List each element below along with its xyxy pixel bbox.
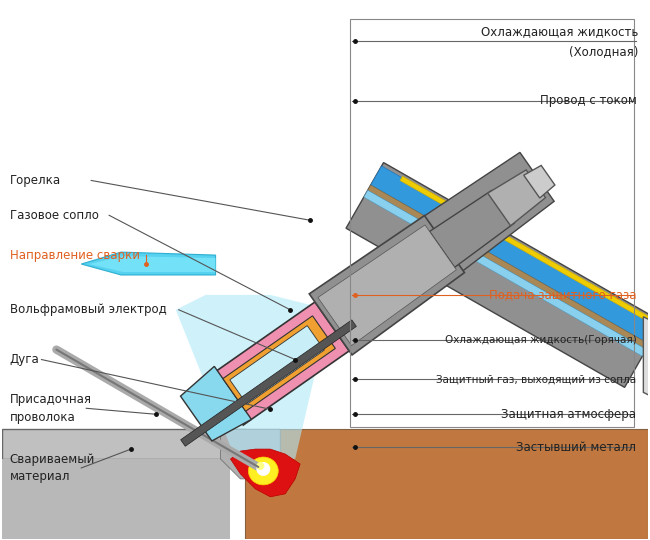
Text: Свариваемый: Свариваемый [10, 453, 95, 465]
Text: Горелка: Горелка [10, 174, 60, 187]
Text: материал: материал [10, 470, 70, 483]
Polygon shape [230, 326, 324, 404]
Polygon shape [346, 163, 650, 387]
Polygon shape [81, 252, 216, 275]
Ellipse shape [256, 462, 270, 476]
Text: Присадочная: Присадочная [10, 393, 92, 406]
Text: Защитная атмосфера: Защитная атмосфера [501, 408, 636, 421]
Polygon shape [176, 295, 330, 459]
Polygon shape [364, 190, 646, 356]
Text: Застывший металл: Застывший металл [516, 441, 636, 454]
Text: Подача защитного газа: Подача защитного газа [489, 288, 636, 301]
Polygon shape [181, 366, 252, 441]
Text: Охлаждающая жидкость: Охлаждающая жидкость [481, 25, 638, 38]
Polygon shape [220, 429, 280, 479]
Text: Дуга: Дуга [10, 353, 40, 366]
Ellipse shape [256, 462, 265, 470]
Polygon shape [368, 185, 649, 349]
Polygon shape [246, 429, 648, 538]
Text: Защитный газ, выходящий из сопла: Защитный газ, выходящий из сопла [436, 374, 636, 384]
Text: проволока: проволока [10, 411, 75, 424]
Text: Направление сварки: Направление сварки [10, 248, 140, 261]
Polygon shape [488, 170, 545, 226]
Text: Газовое сопло: Газовое сопло [10, 209, 99, 222]
Polygon shape [524, 165, 555, 198]
Polygon shape [400, 176, 650, 328]
Polygon shape [181, 320, 356, 446]
Polygon shape [644, 317, 650, 402]
Text: (Холодная): (Холодная) [569, 45, 638, 58]
Text: Вольфрамовый электрод: Вольфрамовый электрод [10, 303, 166, 316]
Polygon shape [417, 152, 554, 276]
Polygon shape [309, 215, 465, 355]
Polygon shape [89, 256, 216, 272]
Polygon shape [223, 316, 335, 411]
Polygon shape [430, 190, 515, 267]
Polygon shape [209, 302, 349, 425]
Polygon shape [318, 225, 456, 346]
Text: Провод с током: Провод с током [540, 94, 636, 107]
Ellipse shape [248, 457, 278, 485]
Polygon shape [2, 459, 231, 538]
Polygon shape [370, 166, 650, 344]
Polygon shape [231, 449, 300, 497]
Polygon shape [2, 429, 246, 459]
Text: Охлаждающая жидкость(Горячая): Охлаждающая жидкость(Горячая) [445, 335, 636, 345]
